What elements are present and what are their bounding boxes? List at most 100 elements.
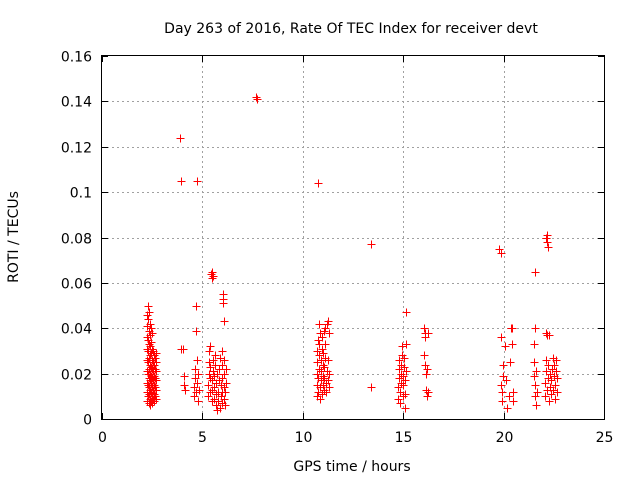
data-point: [551, 395, 560, 404]
data-point: [147, 338, 156, 347]
data-point: [208, 268, 217, 277]
data-point: [544, 243, 553, 252]
x-tick-label: 20: [496, 430, 514, 446]
data-point: [420, 324, 429, 333]
data-point: [221, 401, 230, 410]
data-point: [176, 134, 185, 143]
x-tick-label: 0: [98, 430, 107, 446]
data-point: [497, 381, 506, 390]
data-point: [209, 272, 218, 281]
data-point: [400, 363, 409, 372]
data-point: [401, 390, 410, 399]
data-point: [321, 340, 330, 349]
data-point: [222, 379, 231, 388]
data-point: [220, 317, 229, 326]
data-point: [550, 361, 559, 370]
data-point: [192, 327, 201, 336]
data-point: [213, 370, 222, 379]
data-point: [531, 392, 540, 401]
y-tick-label: 0.1: [70, 186, 92, 202]
data-point: [498, 388, 507, 397]
data-point: [145, 340, 154, 349]
data-point: [193, 177, 202, 186]
data-point: [146, 320, 155, 329]
data-point: [151, 365, 160, 374]
data-point: [222, 365, 231, 374]
data-point: [547, 390, 556, 399]
data-point: [152, 386, 161, 395]
data-point: [423, 392, 432, 401]
data-point: [146, 331, 155, 340]
data-point: [218, 361, 227, 370]
data-point: [549, 386, 558, 395]
data-point: [503, 404, 512, 413]
data-point: [551, 381, 560, 390]
data-point: [179, 345, 188, 354]
data-point: [399, 392, 408, 401]
data-point: [395, 365, 404, 374]
data-point: [194, 370, 203, 379]
data-point: [314, 388, 323, 397]
y-tick-label: 0.02: [61, 368, 92, 384]
data-point: [422, 386, 431, 395]
data-point: [218, 374, 227, 383]
data-point: [506, 358, 515, 367]
data-point: [395, 356, 404, 365]
data-point: [546, 370, 555, 379]
data-point: [545, 331, 554, 340]
data-point: [505, 392, 514, 401]
data-point: [395, 374, 404, 383]
y-tick-label: 0.08: [61, 232, 92, 248]
data-point: [212, 390, 221, 399]
y-tick-label: 0.12: [61, 141, 92, 157]
data-point: [190, 392, 199, 401]
chart-title: Day 263 of 2016, Rate Of TEC Index for r…: [164, 21, 538, 37]
data-point: [508, 324, 517, 333]
data-point: [207, 270, 216, 279]
data-point: [394, 395, 403, 404]
data-point: [322, 388, 331, 397]
data-point: [325, 329, 334, 338]
plot-frame: [101, 55, 605, 420]
data-point: [501, 342, 510, 351]
data-point: [209, 356, 218, 365]
data-point: [553, 374, 562, 383]
data-point: [508, 340, 517, 349]
data-point: [422, 370, 431, 379]
data-point: [152, 358, 161, 367]
data-point: [204, 381, 213, 390]
data-point: [214, 397, 223, 406]
data-point: [314, 179, 323, 188]
data-point: [221, 388, 230, 397]
data-point: [220, 356, 229, 365]
data-point: [319, 372, 328, 381]
data-point: [325, 383, 334, 392]
data-points: [143, 93, 562, 415]
data-point: [211, 361, 220, 370]
data-point: [219, 290, 228, 299]
data-point: [424, 388, 433, 397]
data-point: [533, 388, 542, 397]
data-point: [320, 374, 329, 383]
data-point: [532, 401, 541, 410]
data-point: [325, 370, 334, 379]
data-point: [194, 397, 203, 406]
y-tick-labels: 0 0.02 0.04 0.06 0.08 0.1 0.12 0.14 0.16: [61, 50, 92, 429]
data-point: [553, 388, 562, 397]
data-point: [216, 354, 225, 363]
data-point: [316, 395, 325, 404]
data-point: [150, 381, 159, 390]
data-point: [150, 390, 159, 399]
data-point: [543, 238, 552, 247]
data-point: [320, 386, 329, 395]
y-tick-label: 0.06: [61, 277, 92, 293]
data-point: [152, 376, 161, 385]
data-point: [396, 399, 405, 408]
data-point: [324, 317, 333, 326]
data-point: [320, 327, 329, 336]
data-point: [509, 388, 518, 397]
data-point: [192, 302, 201, 311]
data-point: [252, 93, 261, 102]
data-point: [399, 381, 408, 390]
